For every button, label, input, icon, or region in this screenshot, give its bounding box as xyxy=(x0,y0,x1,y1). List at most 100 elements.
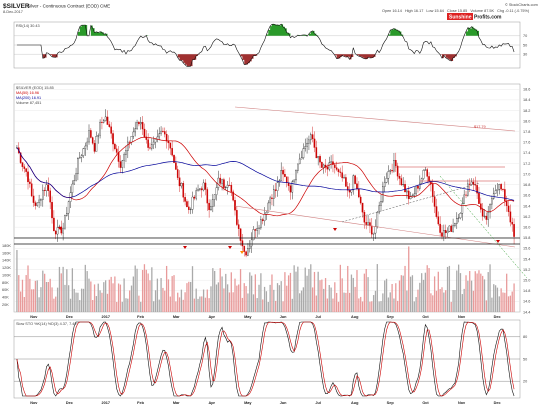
volume-bar xyxy=(354,286,356,312)
volume-bar xyxy=(164,290,166,312)
price-candle-body xyxy=(382,186,384,202)
volume-bar xyxy=(411,275,414,312)
volume-bar xyxy=(64,284,66,312)
price-candle-body xyxy=(276,182,279,191)
volume-bar xyxy=(191,266,194,312)
price-candle-body xyxy=(483,215,486,217)
price-candle-body xyxy=(82,148,85,156)
price-candle-body xyxy=(169,142,172,149)
price-candle-body xyxy=(498,183,501,190)
price-tick-label: 17.0 xyxy=(523,172,530,176)
price-candle-body xyxy=(32,195,35,203)
price-candle-body xyxy=(234,200,236,211)
price-candle-body xyxy=(478,193,480,204)
month-label: May xyxy=(244,315,252,319)
price-candle-body xyxy=(263,213,266,222)
price-candle-body xyxy=(302,148,305,159)
price-candle-body xyxy=(374,226,377,234)
price-candle-body xyxy=(158,133,161,138)
price-candle-body xyxy=(422,170,425,179)
volume-bar xyxy=(474,271,476,312)
rsi-oversold-fill xyxy=(42,54,457,67)
volume-bar xyxy=(496,287,499,312)
price-candle-body xyxy=(273,189,275,199)
price-tick-label: 18.6 xyxy=(523,88,530,92)
price-candle-body xyxy=(132,131,135,137)
price-candle-body xyxy=(450,225,453,232)
month-label: Oct xyxy=(422,401,429,405)
month-label: Feb xyxy=(137,401,144,405)
month-label: Dec xyxy=(66,315,73,319)
volume-bar xyxy=(326,298,329,312)
price-candle-body xyxy=(64,215,66,229)
volume-bar xyxy=(341,278,343,312)
price-candle-body xyxy=(439,223,441,233)
price-candle-body xyxy=(182,183,185,198)
price-candle-body xyxy=(494,190,497,194)
volume-bar xyxy=(363,273,366,312)
price-candle-body xyxy=(335,167,338,170)
volume-bar xyxy=(463,288,465,312)
month-label: Jun xyxy=(280,315,287,319)
volume-bar xyxy=(284,272,286,312)
volume-bar xyxy=(262,299,264,312)
price-candle-body xyxy=(56,227,59,235)
price-candle-body xyxy=(86,141,88,147)
month-label: Nov xyxy=(458,401,466,405)
price-tick-label: 18.0 xyxy=(523,119,530,123)
volume-bar xyxy=(173,275,175,312)
volume-bar xyxy=(239,269,242,312)
price-candle-body xyxy=(224,187,227,189)
price-tick-label: 16.8 xyxy=(523,183,530,187)
volume-bar xyxy=(104,280,107,312)
price-candle-body xyxy=(345,177,347,187)
volume-bar xyxy=(302,287,305,312)
price-candle-body xyxy=(117,152,120,162)
price-candle-body xyxy=(330,161,332,163)
volume-bar xyxy=(275,300,277,312)
svg-text:Sunshine: Sunshine xyxy=(449,15,472,21)
volume-bar xyxy=(190,281,192,312)
price-candle-body xyxy=(34,202,37,206)
price-candle-body xyxy=(332,161,334,165)
volume-bar xyxy=(506,273,508,312)
volume-bar xyxy=(127,298,129,312)
price-candle-body xyxy=(306,143,308,147)
volume-bar xyxy=(228,292,231,312)
price-candle-body xyxy=(99,121,101,136)
volume-bar xyxy=(263,286,266,312)
volume-bar xyxy=(132,276,135,312)
stoch-d-line xyxy=(16,321,515,397)
price-candle-body xyxy=(346,186,349,191)
volume-bar xyxy=(62,266,64,312)
price-candle-body xyxy=(415,185,417,195)
price-candle-body xyxy=(149,147,151,149)
price-candle-body xyxy=(363,212,366,223)
month-label: Jul xyxy=(315,401,321,405)
price-candle-body xyxy=(260,219,262,229)
price-candle-body xyxy=(470,181,473,185)
price-tick-label: 15.8 xyxy=(523,236,530,240)
volume-bar xyxy=(101,292,103,312)
price-candle-body xyxy=(256,228,258,231)
volume-bar xyxy=(71,268,74,312)
volume-bar xyxy=(260,273,262,312)
price-candle-body xyxy=(419,182,421,189)
price-candle-body xyxy=(93,143,96,152)
volume-bar xyxy=(43,273,46,312)
volume-bar xyxy=(469,271,471,312)
price-candle-body xyxy=(404,184,406,193)
price-candle-body xyxy=(258,227,260,229)
volume-bar xyxy=(389,292,391,312)
stoch-panel: Slow STO %K(14) %D(3) 4.37, 7.49 80 50 20 xyxy=(13,319,527,399)
lower-channel-line xyxy=(234,205,516,248)
volume-bar xyxy=(208,298,210,312)
volume-bar xyxy=(374,290,377,312)
month-label: 2017 xyxy=(102,401,110,405)
price-candle-body xyxy=(167,140,170,144)
price-candle-body xyxy=(67,201,70,214)
price-candle-body xyxy=(236,210,238,225)
dashed-support-line xyxy=(341,182,481,223)
volume-bar xyxy=(380,301,382,312)
volume-bar xyxy=(223,288,225,312)
